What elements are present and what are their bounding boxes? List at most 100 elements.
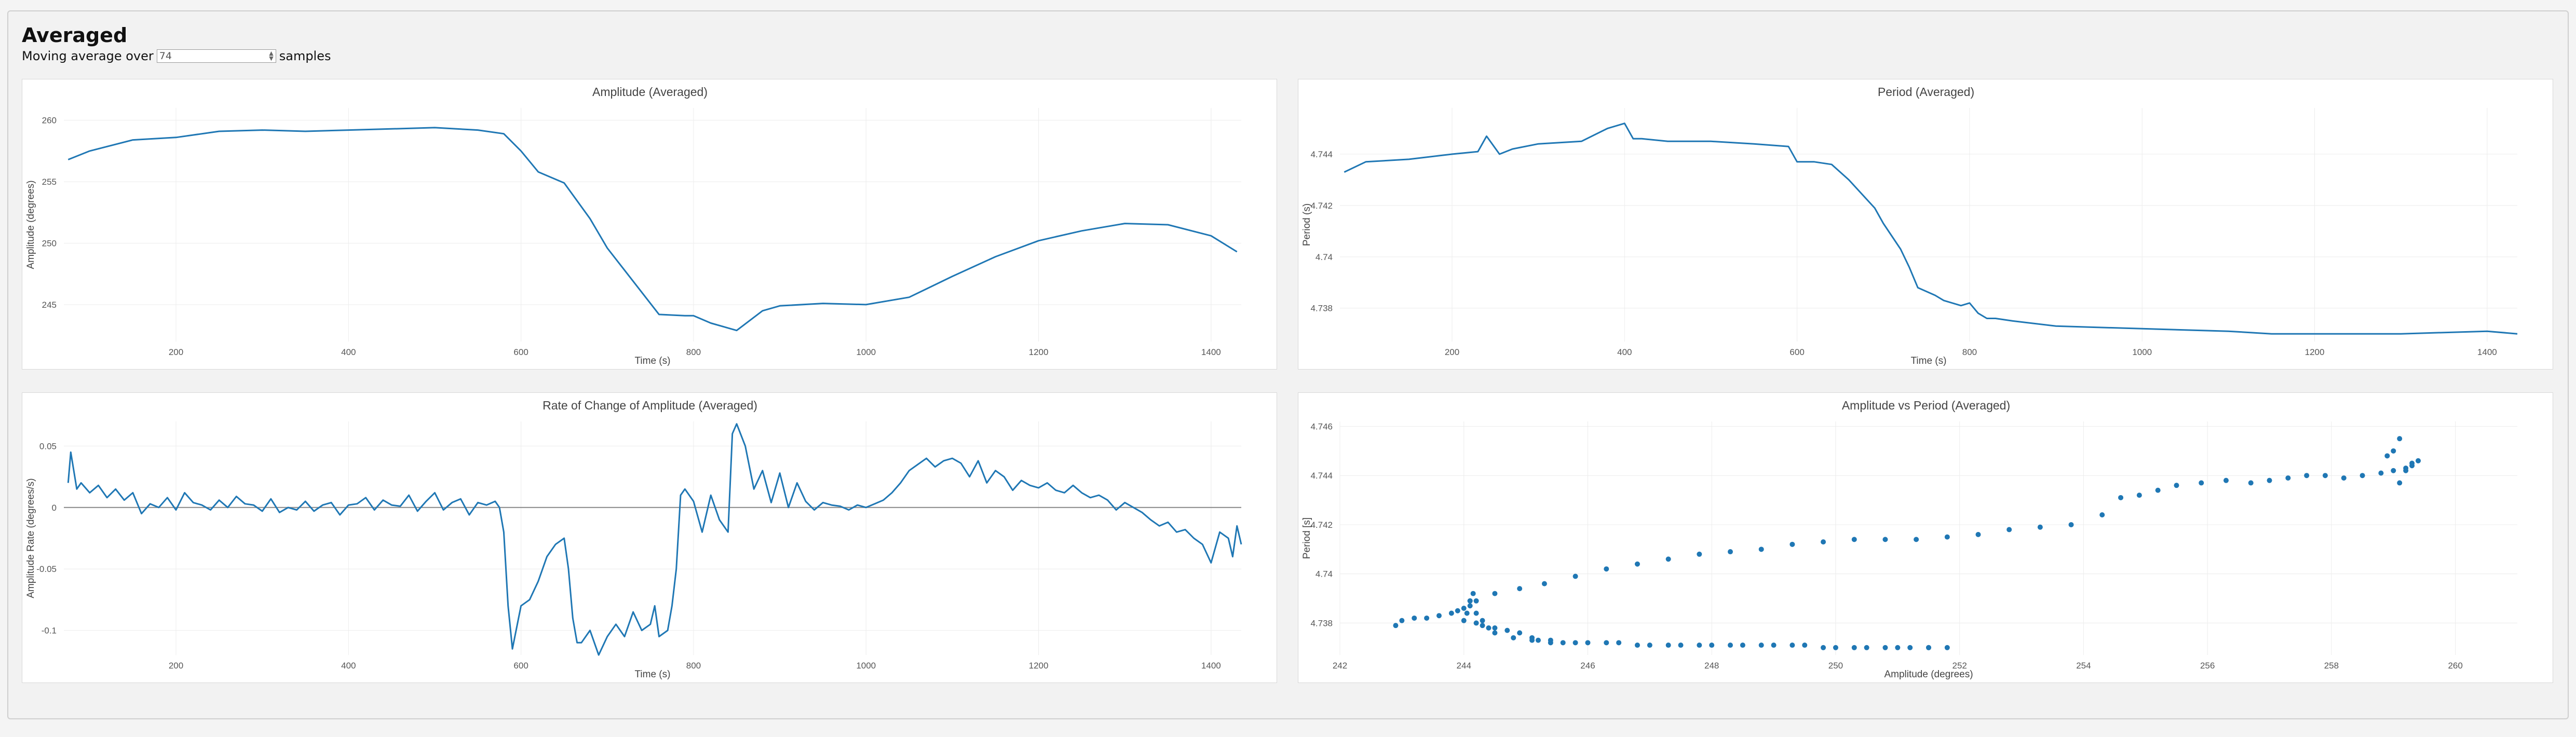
amplitude-rate-chart[interactable]: 200 400 600 800 1000 1200 1400 -0.1 -0.05 0 0.05 Ra… [22,393,1278,684]
x-tick-label: 1400 [2477,347,2497,357]
amplitude-vs-period-chart-card: 242 244 246 248 250 252 254 256 258 260 4.738 4.74 4… [1298,392,2553,683]
scatter-point [1758,547,1764,552]
x-tick-label: 800 [686,347,701,357]
scatter-point [1492,630,1498,636]
scatter-point [1548,640,1553,646]
scatter-point [2384,453,2390,459]
x-tick-label: 1400 [1201,661,1221,671]
spinner-icon[interactable]: ▲ ▼ [269,50,274,62]
scatter-point [1541,581,1547,586]
scatter-point [1461,618,1467,623]
x-tick-label: 256 [2200,661,2215,671]
x-tick-label: 1400 [1201,347,1221,357]
y-tick-label: 4.746 [1310,421,1333,431]
scatter-point [2006,527,2012,533]
y-axis-label: Amplitude (degrees) [25,180,36,269]
scatter-point [1585,640,1591,646]
scatter-point [1851,537,1857,542]
x-tick-label: 244 [1457,661,1471,671]
series-line [67,423,1242,656]
scatter-point [2099,512,2105,517]
x-tick-label: 242 [1333,661,1347,671]
scatter-point [1864,645,1869,650]
scatter-point [1740,643,1745,648]
scatter-point [1473,610,1479,616]
moving-average-input[interactable]: 74 ▲ ▼ [156,49,276,63]
scatter-point [1492,591,1498,596]
scatter-point [2322,473,2328,479]
scatter-point [1480,618,1485,623]
x-tick-label: 1000 [856,661,876,671]
scatter-point [2397,436,2403,442]
x-tick-label: 260 [2448,661,2462,671]
x-axis-label: Time (s) [635,356,671,366]
scatter-point [1436,613,1442,619]
scatter-point [1470,591,1476,596]
scatter-point [1944,534,1950,540]
amplitude-vs-period-chart[interactable]: 242 244 246 248 250 252 254 256 258 2604.7384.744… [1298,393,2554,684]
scatter-point [1647,643,1652,648]
scatter-point [2248,480,2254,486]
moving-average-label: Moving average over [22,49,154,63]
y-tick-label: 255 [42,177,57,187]
scatter-point [1412,615,1417,621]
x-tick-label: 200 [169,347,183,357]
scatter-point [1802,643,1808,648]
chart-title: Rate of Change of Amplitude (Averaged) [543,399,757,412]
scatter-point [1461,606,1467,611]
x-tick-label: 250 [1828,661,1843,671]
moving-average-controls: Moving average over 74 ▲ ▼ samples [22,49,331,63]
x-tick-label: 400 [341,347,356,357]
scatter-point [2199,480,2204,486]
x-axis-label: Amplitude (degrees) [1884,669,1973,680]
y-axis-label: Period [s] [1301,517,1312,559]
scatter-point [1473,598,1479,604]
scatter-point [2223,477,2229,483]
x-tick-label: 1200 [1029,661,1049,671]
page-title: Averaged [22,24,128,47]
x-tick-label: 1200 [1029,347,1049,357]
scatter-point [1604,566,1609,572]
x-tick-label: 800 [686,661,701,671]
scatter-point [1473,620,1479,626]
x-tick-label: 400 [1617,347,1632,357]
scatter-point [1665,643,1671,648]
scatter-point [1517,630,1523,636]
x-tick-label: 200 [169,661,183,671]
scatter-point [2403,468,2409,473]
x-axis-label: Time (s) [1911,356,1947,366]
scatter-point [1467,598,1473,604]
scatter-point [1480,623,1485,629]
y-tick-label: 4.742 [1310,520,1333,530]
scatter-point [2136,493,2142,498]
y-tick-label: 260 [42,116,57,126]
scatter-point [1926,645,1931,650]
series-line [67,127,1238,332]
period-chart[interactable]: 200 400 600 800 1000 1200 1400 4.738 4.74 4.742 4.… [1298,79,2554,370]
x-tick-label: 200 [1445,347,1459,357]
scatter-point [1455,608,1460,613]
y-tick-label: 4.744 [1310,149,1333,159]
amplitude-chart[interactable]: 200 400 600 800 1000 1200 1400 245 250 255 260 Ampl… [22,79,1278,370]
scatter-point [1399,618,1405,623]
period-chart-card: 200 400 600 800 1000 1200 1400 4.738 4.74 4.742 4.… [1298,79,2553,370]
samples-label: samples [279,49,331,63]
scatter-point [1944,645,1950,650]
x-tick-label: 254 [2076,661,2091,671]
scatter-point [1851,645,1857,650]
scatter-point [1511,635,1516,640]
scatter-point [1467,603,1473,609]
y-tick-label: 0.05 [39,441,57,451]
scatter-point [1634,643,1640,648]
scatter-point [1709,643,1715,648]
x-tick-label: 252 [1952,661,1967,671]
x-axis-label: Time (s) [635,669,671,680]
chart-title: Amplitude (Averaged) [592,85,708,99]
scatter-point [2391,448,2396,454]
scatter-point [2068,522,2074,527]
scatter-point [1492,625,1498,631]
scatter-point [1517,586,1523,592]
y-tick-label: 0 [52,503,57,513]
scatter-point [1833,645,1838,650]
scatter-point [1821,645,1826,650]
